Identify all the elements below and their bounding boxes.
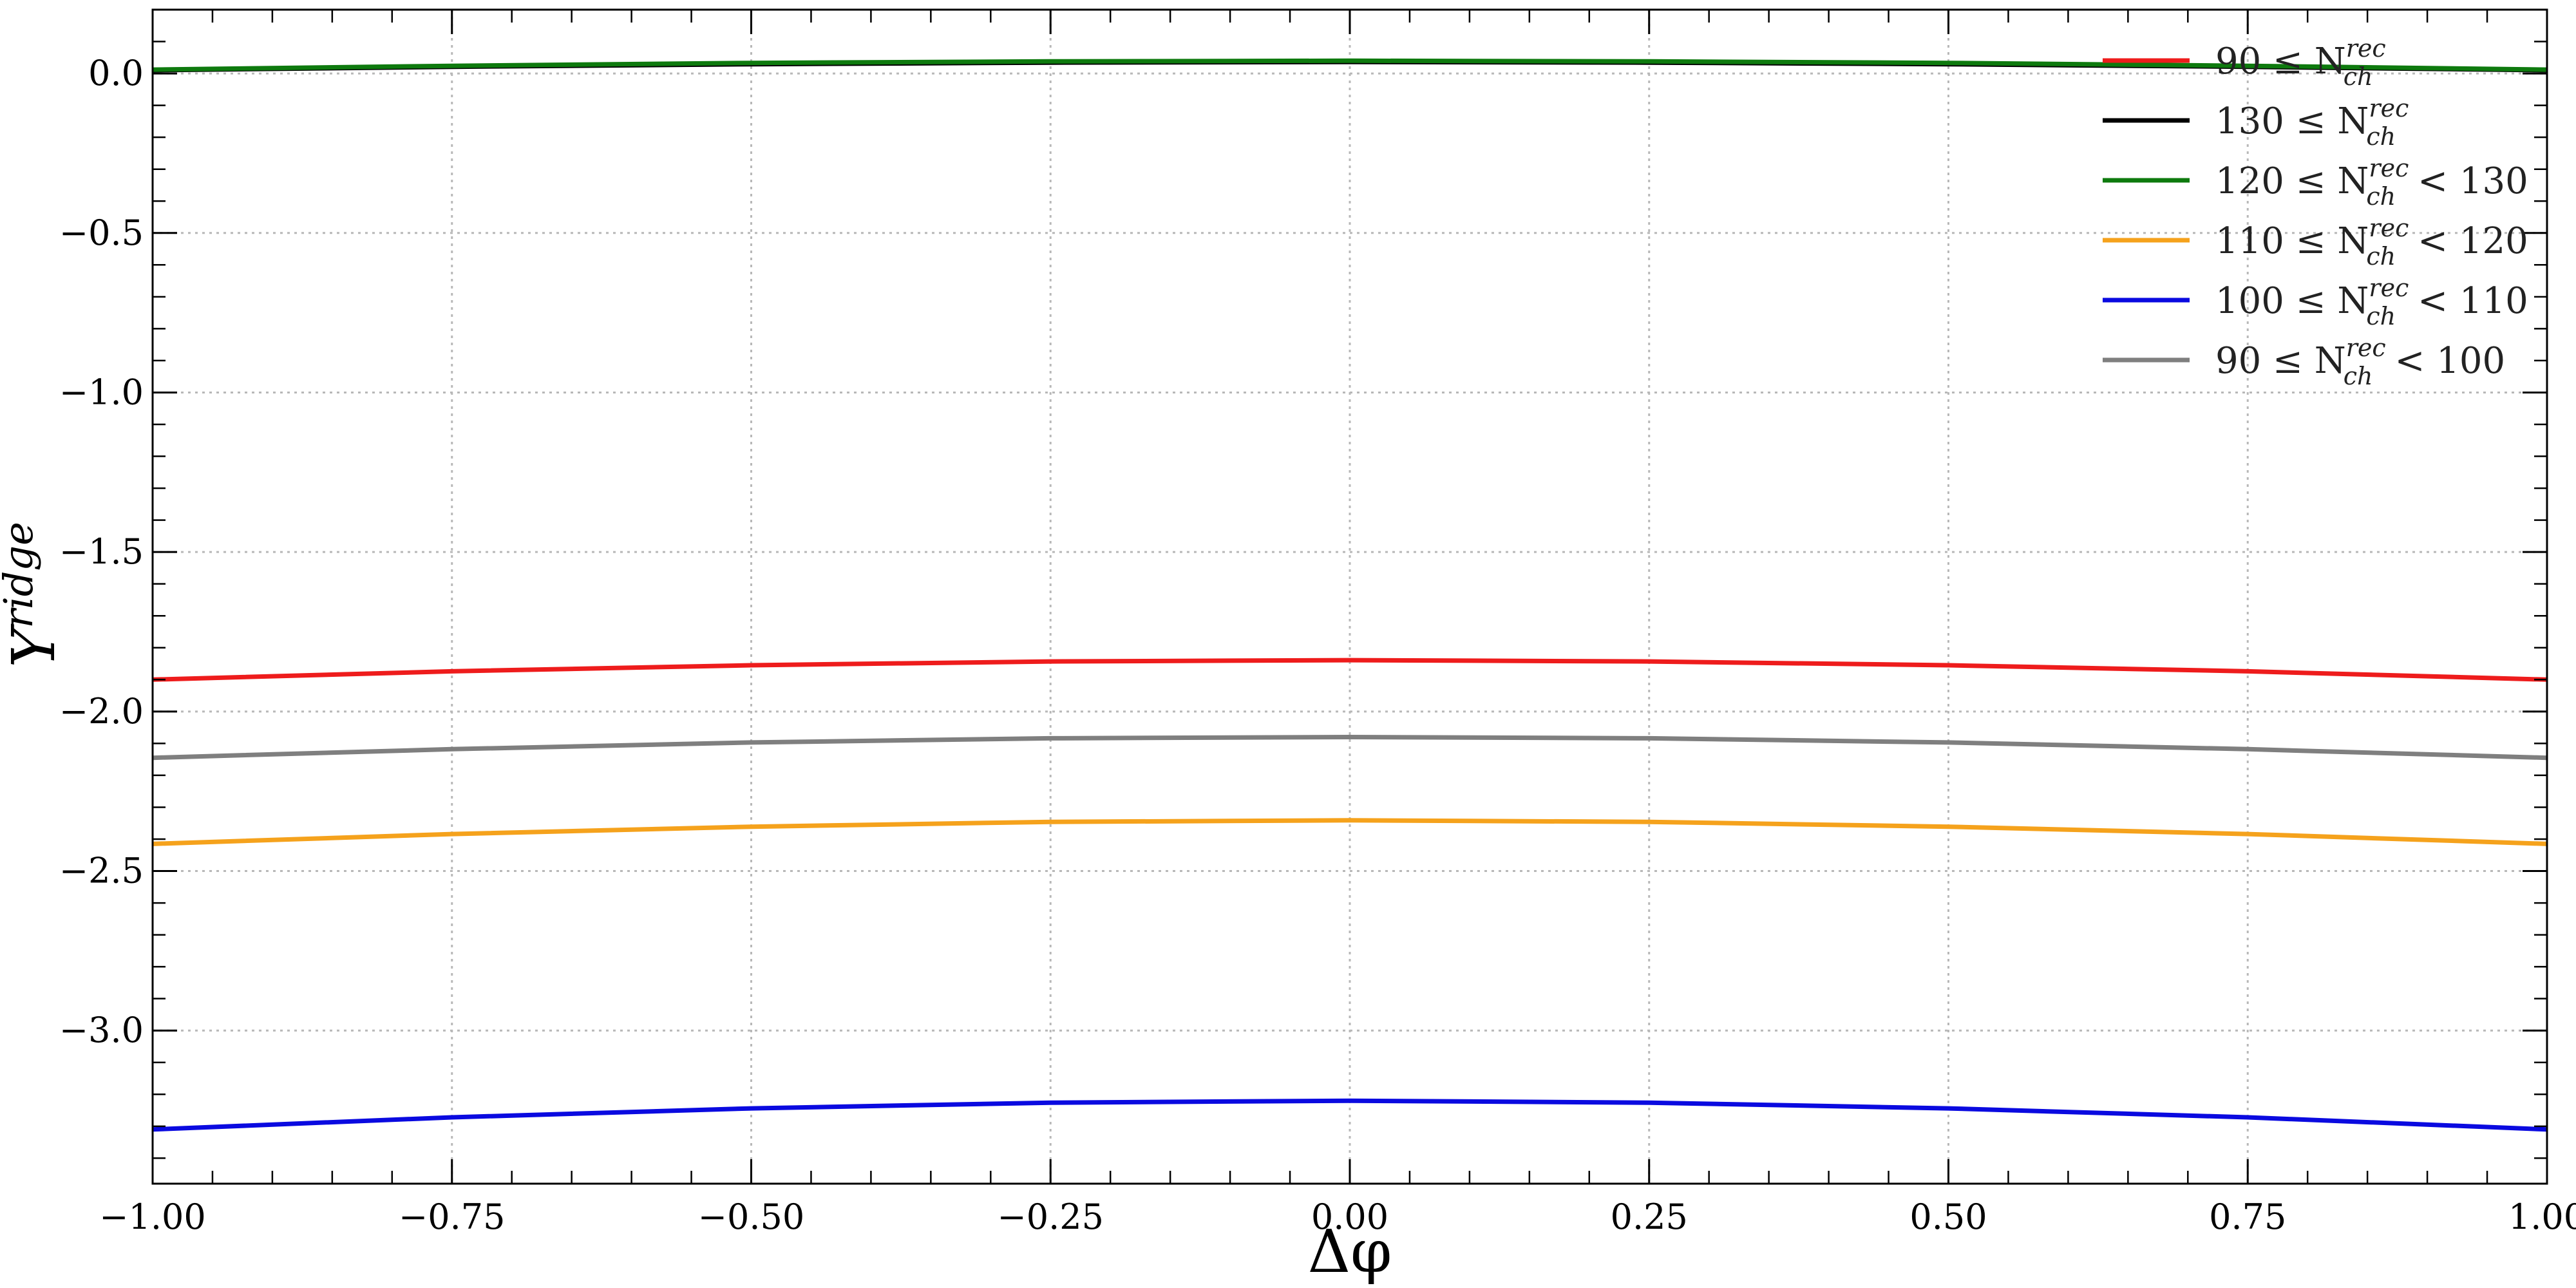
legend-label-subscript: ch [2344, 362, 2373, 390]
legend-label-2: 120 ≤ Nrec ch < 130 [2215, 154, 2528, 211]
legend-label-suffix: < 120 [2418, 220, 2528, 262]
series-line-2 [152, 58, 2548, 72]
legend-label-superscript: rec [2369, 274, 2409, 302]
x-tick-label: −0.50 [698, 1197, 804, 1237]
y-tick-label: −3.0 [59, 1010, 144, 1050]
y-axis-title-main: Y [0, 623, 68, 668]
legend-label-1: 130 ≤ Nrec ch [2215, 94, 2409, 151]
x-tick-label: 0.50 [1909, 1197, 1987, 1237]
y-tick-label: −2.0 [59, 691, 144, 732]
x-tick-label: 0.75 [2209, 1197, 2286, 1237]
legend-label-superscript: rec [2369, 214, 2409, 242]
legend-label-suffix: < 110 [2418, 280, 2528, 322]
legend-label-prefix: 90 ≤ N [2215, 41, 2346, 82]
y-tick-label: −1.5 [59, 531, 144, 572]
y-tick-label: 0.0 [88, 53, 144, 93]
plot-frame [151, 8, 2548, 1185]
series-line-5 [152, 735, 2548, 761]
legend-label-5: 90 ≤ Nrec ch < 100 [2215, 334, 2505, 390]
legend-label-prefix: 120 ≤ N [2215, 160, 2369, 202]
legend-label-subscript: ch [2366, 302, 2396, 330]
y-axis-title-superscript: ridge [0, 522, 42, 629]
series-line-4 [152, 1098, 2548, 1132]
x-tick-label: −1.00 [99, 1197, 205, 1237]
tick-labels: −1.00 −0.75 −0.50 −0.25 0.00 0.25 0.50 0.75 1.00… [59, 53, 2576, 1237]
legend-label-subscript: ch [2366, 182, 2396, 211]
x-tick-label: −0.25 [998, 1197, 1104, 1237]
legend-label-0: 90 ≤ Nrec ch [2215, 34, 2386, 91]
grid [153, 10, 2547, 1184]
y-tick-label: −2.5 [59, 851, 144, 891]
legend-label-prefix: 90 ≤ N [2215, 340, 2346, 382]
legend-label-suffix: < 130 [2418, 160, 2528, 202]
x-tick-label: 1.00 [2508, 1197, 2576, 1237]
x-tick-label: 0.00 [1311, 1197, 1388, 1237]
x-tick-label: 0.25 [1611, 1197, 1688, 1237]
y-axis-title: Yridge [0, 522, 68, 667]
legend-label-subscript: ch [2366, 242, 2396, 270]
legend-label-prefix: 110 ≤ N [2215, 220, 2369, 262]
y-tick-label: −0.5 [59, 213, 144, 253]
ticks [151, 10, 2548, 1184]
x-tick-label: −0.75 [399, 1197, 505, 1237]
y-tick-label: −1.0 [59, 372, 144, 412]
legend-label-superscript: rec [2369, 154, 2409, 182]
series-layer [152, 58, 2548, 1132]
legend-label-3: 110 ≤ Nrec ch < 120 [2215, 214, 2528, 270]
legend-label-subscript: ch [2344, 62, 2373, 91]
legend-label-4: 100 ≤ Nrec ch < 110 [2215, 274, 2528, 330]
legend-label-prefix: 100 ≤ N [2215, 280, 2369, 322]
legend-label-subscript: ch [2366, 122, 2396, 151]
legend-label-superscript: rec [2369, 94, 2409, 122]
legend-label-prefix: 130 ≤ N [2215, 100, 2369, 142]
x-axis-title: Δφ [1308, 1217, 1392, 1286]
legend-label-suffix: < 100 [2394, 340, 2505, 382]
legend-label-superscript: rec [2346, 334, 2386, 362]
legend-label-superscript: rec [2346, 34, 2386, 62]
series-line-0 [152, 658, 2548, 682]
series-line-3 [152, 818, 2548, 846]
